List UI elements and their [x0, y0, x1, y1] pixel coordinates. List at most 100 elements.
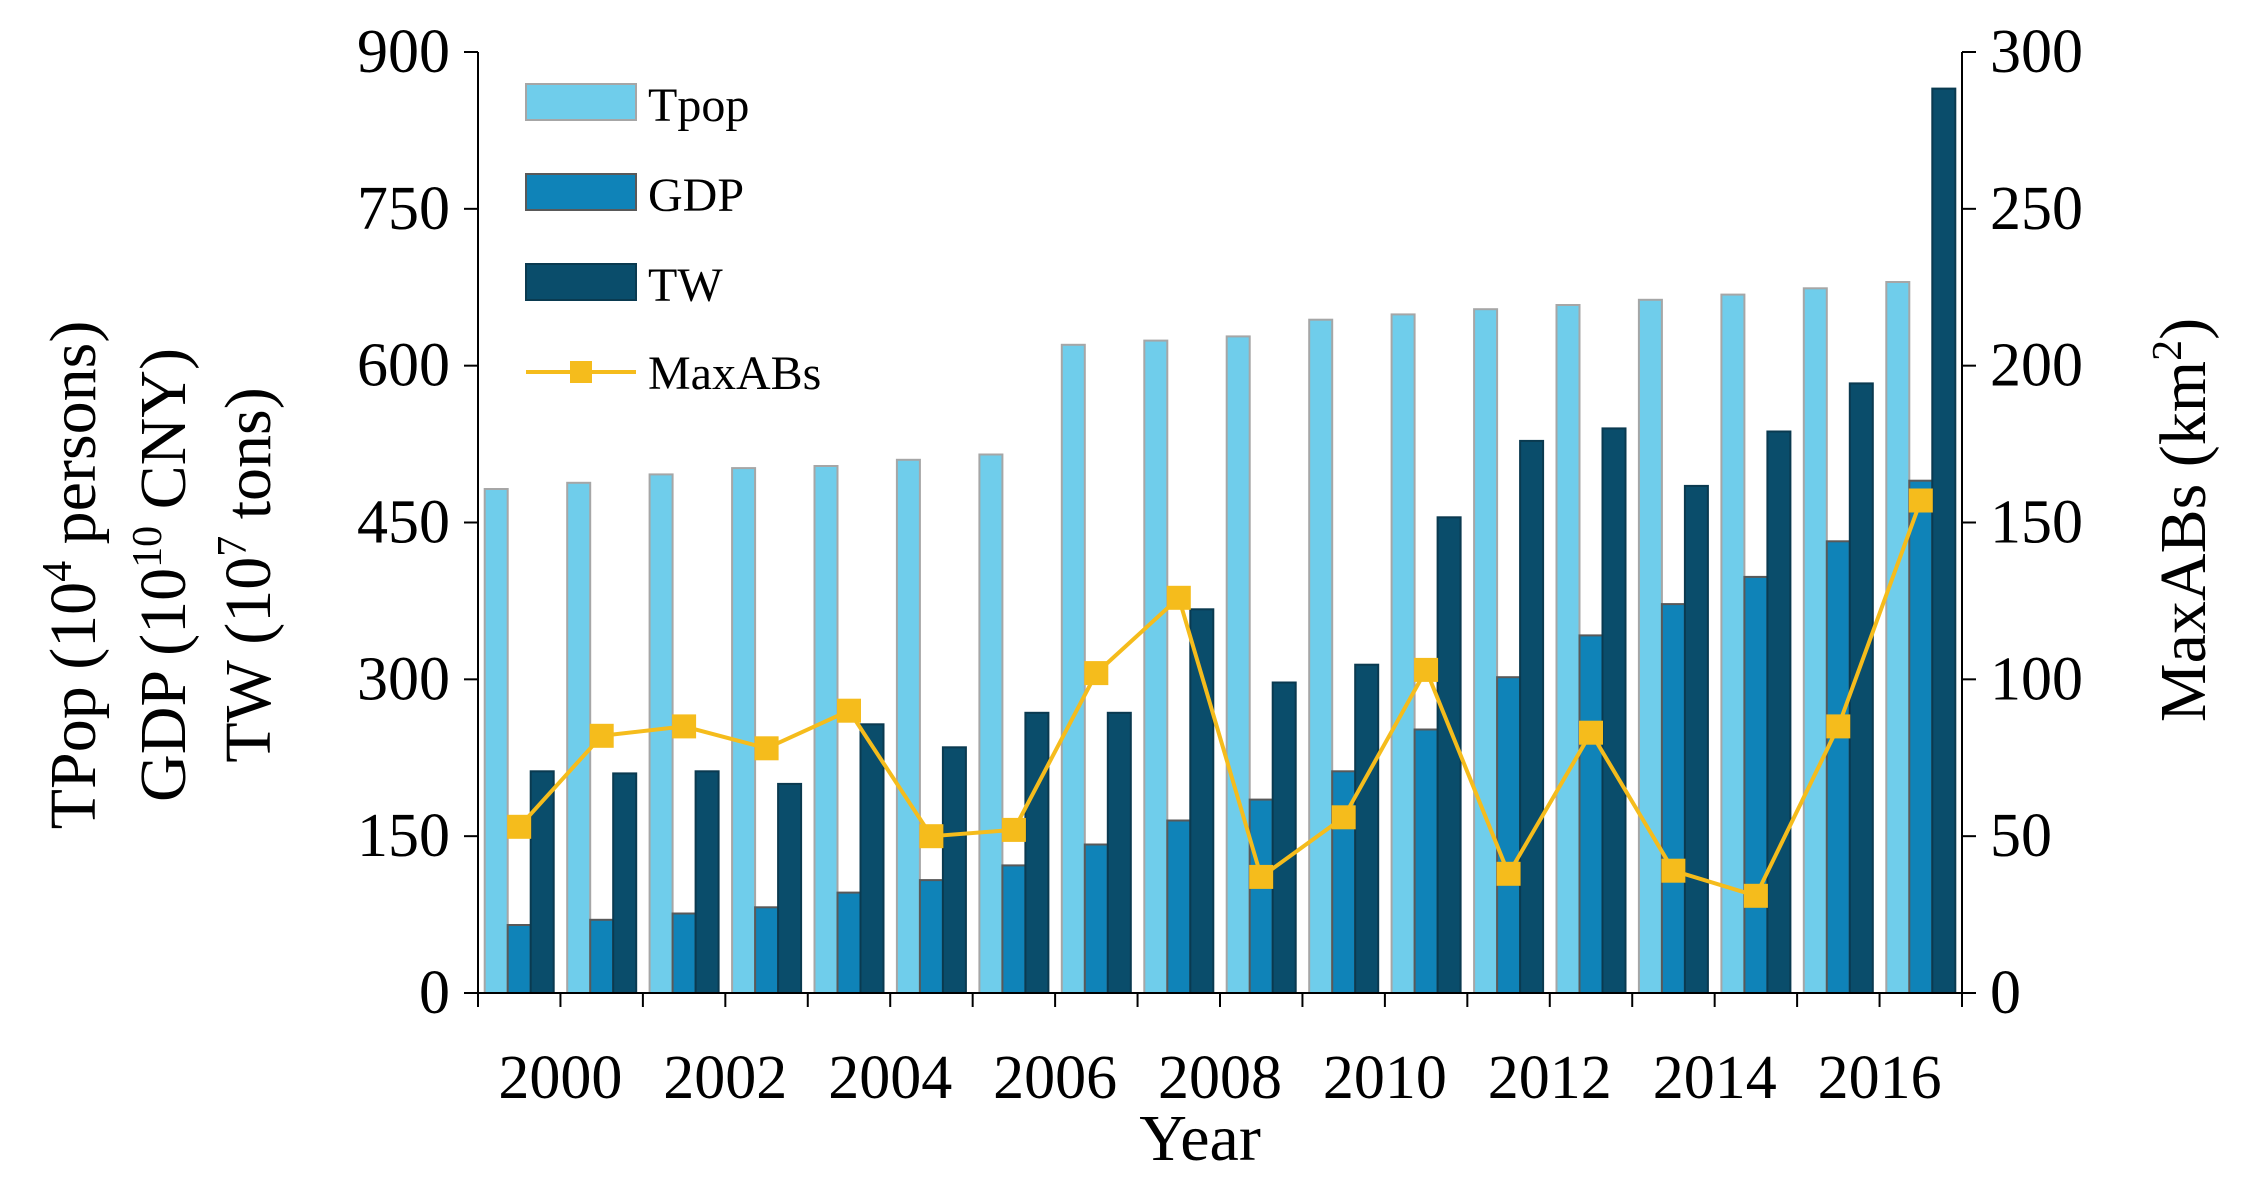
left-tick-label-0: 0 [419, 959, 450, 1027]
tw-bar-2009 [1271, 681, 1297, 994]
gdp-bar-2014 [1660, 603, 1686, 994]
left-tick-label-450: 450 [357, 489, 450, 557]
tw-bar-2007 [1106, 711, 1132, 994]
tpop-bar-2014 [1637, 298, 1663, 994]
right-tick-label-200: 200 [1990, 332, 2083, 400]
right-axis-title: MaxABs (km2) [2145, 318, 2220, 722]
tpop-bar-2016 [1802, 287, 1828, 994]
tpop-bar-2007 [1060, 343, 1086, 994]
gdp-bar-2009 [1248, 798, 1274, 994]
tw-bar-2006 [1024, 711, 1050, 994]
x-tick-label-2008: 2008 [1158, 1044, 1282, 1112]
gdp-bar-2006 [1001, 864, 1027, 995]
maxabs-point-2011 [1414, 657, 1439, 682]
left-axis-title-line-1: TPop (104 persons) [35, 321, 110, 830]
left-tick-label-900: 900 [357, 18, 450, 86]
tw-bar-2000 [529, 770, 555, 994]
tw-bar-2017 [1931, 87, 1957, 995]
tw-bar-2015 [1766, 430, 1792, 994]
left-axis-title-line-3: TW (107 tons) [210, 387, 285, 762]
maxabs-point-2004 [837, 698, 861, 723]
x-tick-label-2016: 2016 [1818, 1044, 1942, 1112]
maxabs-point-2001 [589, 723, 614, 748]
tw-bar-2011 [1436, 516, 1462, 994]
maxabs-line [517, 499, 1923, 899]
maxabs-point-2013 [1579, 720, 1603, 745]
legend-swatch-tpop [525, 83, 637, 121]
tw-bar-2010 [1354, 663, 1380, 994]
legend-label-tw: TW [648, 259, 723, 312]
maxabs-point-2005 [919, 824, 944, 849]
legend-label-gdp: GDP [648, 169, 744, 222]
x-tick-label-2014: 2014 [1653, 1044, 1777, 1112]
axes-layer: 0 150 300 450 600 750 900 0 50 100 150 200 250 300 200… [357, 18, 2083, 1112]
legend-label-maxabs: MaxABs [648, 347, 821, 400]
maxabs-point-2016 [1826, 714, 1851, 739]
gdp-bar-2000 [506, 924, 532, 994]
tw-bar-2001 [612, 772, 638, 995]
x-tick-label-2012: 2012 [1488, 1044, 1612, 1112]
x-tick-label-2000: 2000 [498, 1044, 622, 1112]
gdp-bar-2012 [1496, 676, 1522, 994]
tpop-bar-2004 [813, 465, 839, 994]
right-tick-label-0: 0 [1990, 959, 2021, 1027]
gdp-bar-2008 [1166, 819, 1192, 994]
x-tick-label-2004: 2004 [828, 1044, 952, 1112]
right-tick-label-300: 300 [1990, 18, 2083, 86]
maxabs-point-2003 [754, 736, 779, 761]
bars-layer [483, 87, 1957, 995]
gdp-bar-2005 [918, 879, 944, 994]
tw-bar-2013 [1601, 427, 1627, 994]
right-tick-label-50: 50 [1990, 802, 2052, 870]
left-axis-title-line-2: GDP (1010 CNY) [125, 348, 200, 802]
gdp-bar-2011 [1413, 728, 1439, 994]
tw-bar-2008 [1189, 608, 1215, 994]
legend-label-tpop: Tpop [648, 79, 749, 132]
maxabs-line-layer [507, 488, 1933, 908]
gdp-bar-2004 [836, 891, 862, 994]
tpop-bar-2008 [1143, 339, 1169, 995]
x-tick-label-2010: 2010 [1323, 1044, 1447, 1112]
left-tick-label-300: 300 [357, 645, 450, 713]
left-tick-label-600: 600 [357, 332, 450, 400]
gdp-bar-2001 [589, 918, 615, 994]
maxabs-point-2008 [1166, 585, 1191, 610]
tpop-bar-2012 [1473, 308, 1499, 994]
maxabs-point-2012 [1496, 861, 1521, 886]
x-tick-label-2006: 2006 [993, 1044, 1117, 1112]
maxabs-point-2014 [1661, 858, 1686, 883]
tpop-bar-2013 [1555, 304, 1581, 994]
gdp-bar-2002 [671, 912, 697, 994]
maxabs-point-2006 [1001, 817, 1026, 842]
maxabs-point-2007 [1084, 661, 1109, 686]
tpop-bar-2009 [1225, 335, 1251, 994]
gdp-bar-2015 [1743, 575, 1769, 995]
maxabs-point-2000 [507, 814, 532, 839]
x-tick-label-2002: 2002 [663, 1044, 787, 1112]
legend-swatch-gdp [525, 173, 637, 211]
gdp-bar-2003 [754, 906, 780, 994]
tpop-bar-2005 [895, 458, 921, 994]
maxabs-point-2010 [1331, 805, 1356, 830]
tw-bar-2004 [859, 723, 885, 994]
tpop-bar-2003 [731, 467, 757, 995]
tw-bar-2014 [1683, 484, 1709, 994]
tpop-bar-2011 [1390, 313, 1416, 994]
tpop-bar-2001 [566, 481, 592, 994]
tpop-bar-2017 [1885, 281, 1911, 994]
left-tick-label-150: 150 [357, 802, 450, 870]
x-axis-title: Year [1139, 1102, 1261, 1175]
left-tick-label-750: 750 [357, 175, 450, 243]
legend: Tpop GDP TW MaxABs [525, 79, 821, 400]
tw-bar-2012 [1519, 439, 1545, 994]
maxabs-point-2017 [1908, 488, 1933, 513]
legend-swatch-tw [525, 263, 637, 301]
tw-bar-2005 [941, 746, 967, 994]
tpop-bar-2000 [483, 488, 509, 994]
right-tick-label-150: 150 [1990, 489, 2083, 557]
right-tick-label-250: 250 [1990, 175, 2083, 243]
maxabs-point-2015 [1743, 883, 1768, 908]
gdp-bar-2017 [1908, 479, 1934, 994]
tpop-bar-2006 [978, 453, 1004, 994]
